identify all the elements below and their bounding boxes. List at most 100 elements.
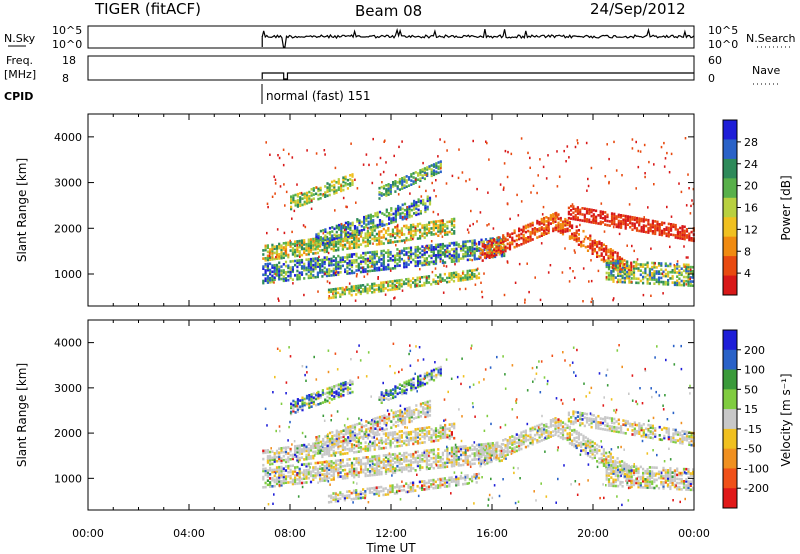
echo-cell [316,257,319,260]
echo-cell [672,225,675,229]
echo-cell [628,203,631,206]
echo-cell [545,228,548,231]
echo-cell [635,265,638,268]
echo-cell [335,270,338,273]
echo-cell [453,247,456,251]
echo-cell [337,467,340,470]
echo-cell [391,463,394,466]
echo-cell [342,178,345,182]
echo-cell [398,438,401,442]
echo-cell [353,238,356,241]
echo-cell [298,263,301,266]
echo-cell [365,219,368,222]
echo-cell [327,501,331,504]
echo-cell [340,382,343,386]
echo-cell [561,230,565,234]
echo-cell [287,452,290,455]
echo-cell [366,468,369,471]
echo-cell [472,139,474,143]
echo-cell [590,279,593,283]
echo-cell [475,274,478,278]
echo-cell [422,201,425,204]
echo-cell [387,431,390,435]
echo-cell [280,471,283,475]
echo-cell [362,290,365,293]
echo-cell [407,226,410,229]
echo-cell [303,251,306,255]
echo-cell [378,473,381,476]
echo-cell [305,469,308,472]
echo-cell [324,242,327,246]
echo-cell [387,394,390,397]
echo-cell [362,256,365,259]
echo-cell [405,261,408,265]
echo-cell [437,155,439,158]
echo-cell [471,273,474,276]
echo-cell [437,251,440,255]
echo-cell [559,219,562,222]
echo-cell [673,271,676,274]
echo-cell [362,241,365,244]
echo-cell [385,184,388,187]
echo-cell [430,436,433,439]
echo-cell [278,277,281,281]
echo-cell [503,252,506,256]
echo-cell [459,274,462,278]
echo-cell [387,249,390,252]
echo-cell [328,476,331,480]
echo-cell [300,273,304,276]
echo-cell [353,473,356,477]
echo-cell [371,436,374,439]
echo-cell [332,296,335,299]
echo-cell [410,208,413,212]
echo-cell [280,465,283,469]
echo-cell [389,233,392,236]
echo-cell [378,234,381,238]
echo-cell [561,228,565,232]
echo-cell [403,261,406,265]
echo-cell [387,280,390,284]
echo-cell [446,226,449,230]
echo-cell [373,260,376,264]
echo-cell [670,215,673,218]
echo-cell [346,270,349,273]
echo-cell [630,261,633,265]
echo-cell [441,230,444,233]
echo-cell [508,233,512,236]
echo-cell [487,444,490,448]
echo-cell [291,230,293,234]
echo-cell [362,437,365,441]
echo-cell [453,254,456,257]
echo-cell [380,249,383,253]
echo-cell [605,276,608,279]
echo-cell [415,416,418,419]
echo-cell [394,236,397,239]
echo-cell [419,404,422,408]
echo-cell [328,464,331,467]
echo-cell [617,213,620,217]
echo-cell [319,249,322,252]
echo-cell [382,242,385,245]
echo-cell [417,415,420,419]
echo-cell [561,226,565,230]
echo-cell [635,277,638,280]
echo-cell [296,265,299,269]
echo-cell [398,260,401,263]
echo-cell [564,247,566,250]
freq-unit: [MHz] [4,68,36,81]
echo-cell [469,454,472,458]
echo-cell [382,253,385,257]
echo-cell [337,271,340,274]
echo-cell [397,420,400,423]
echo-cell [637,263,640,266]
echo-cell [609,254,612,257]
echo-cell [407,184,411,187]
echo-cell [412,277,415,280]
echo-cell [421,253,424,257]
echo-cell [369,269,372,273]
echo-cell [373,237,376,240]
echo-cell [303,477,306,480]
echo-cell [439,273,442,277]
echo-cell [494,445,497,449]
echo-cell [400,284,403,288]
